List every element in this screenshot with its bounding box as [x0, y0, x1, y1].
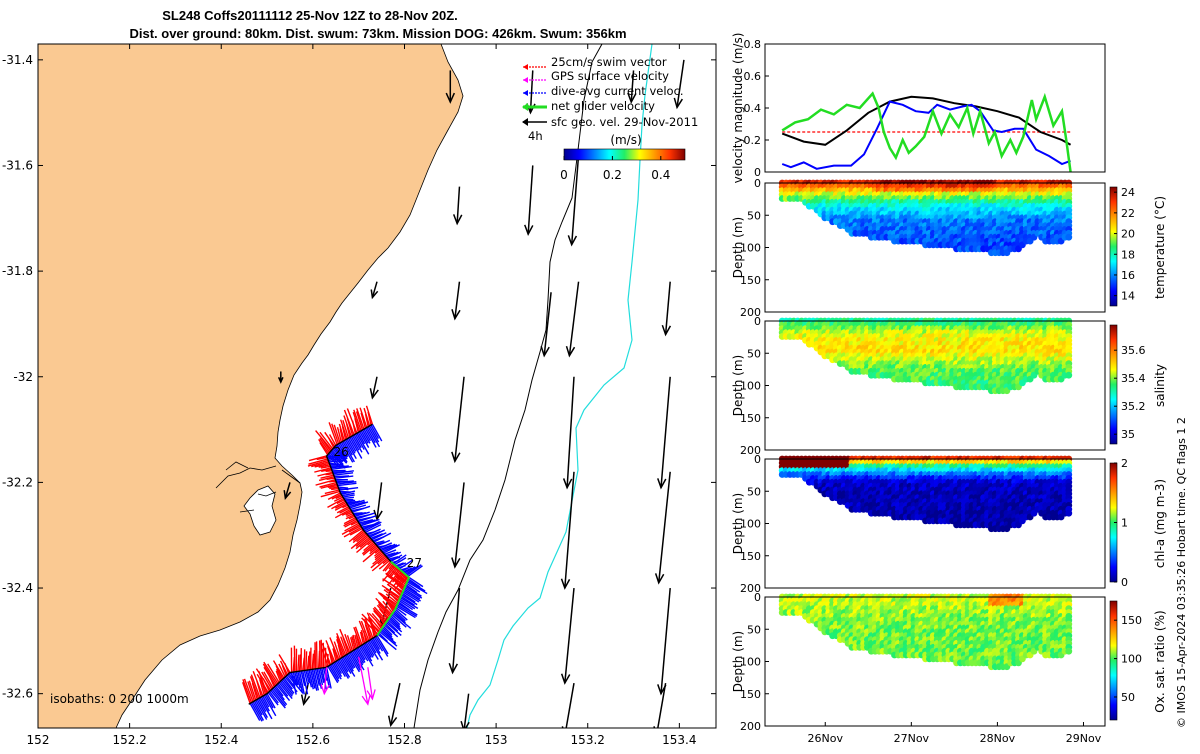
chlorophyll-colorbar-label: 1 — [1121, 517, 1128, 530]
map-colorbar — [564, 149, 685, 160]
temperature-ylabel: Depth (m) — [731, 217, 745, 278]
legend-label-dive-avg: dive-avg current veloc. — [551, 84, 684, 98]
chlorophyll-colorbar-title: chl-a (mg m-3) — [1153, 479, 1167, 568]
time-xtick-label: 27Nov — [894, 732, 930, 745]
map-panel: -31.4 -31.6 -31.8 -32 -32.2 -32.4 -32.6 152 152… — [2, 44, 716, 747]
temperature-colorbar-label: 18 — [1121, 248, 1135, 261]
chlorophyll-colorbar-label: 0 — [1121, 576, 1128, 589]
chlorophyll-colorbar-label: 2 — [1121, 457, 1128, 470]
oxygen-ytick-label: 50 — [747, 623, 761, 636]
colorbar-unit: (m/s) — [610, 133, 641, 147]
velocity-ytick-label: 0.6 — [744, 70, 762, 83]
time-xtick-label: 29Nov — [1066, 732, 1102, 745]
salinity-colorbar-label: 35.4 — [1121, 372, 1146, 385]
map-ytick-label: -32.2 — [2, 475, 33, 489]
temperature-colorbar-title: temperature (°C) — [1153, 196, 1167, 299]
map-xtick-label: 152.8 — [387, 733, 421, 747]
map-ytick-label: -32.4 — [2, 581, 33, 595]
temperature-colorbar-label: 22 — [1121, 207, 1135, 220]
map-ytick-label: -31.8 — [2, 264, 33, 278]
oxygen-colorbar-label: 100 — [1121, 653, 1142, 666]
map-xtick-label: 152.2 — [112, 733, 146, 747]
map-colorbar-tick-label: 0.2 — [603, 168, 622, 182]
oxygen-colorbar-label: 50 — [1121, 691, 1135, 704]
temperature-colorbar-label: 20 — [1121, 228, 1135, 241]
salinity-colorbar-title: salinity — [1153, 364, 1167, 407]
temperature-colorbar-label: 14 — [1121, 290, 1135, 303]
map-xtick-label: 153 — [485, 733, 508, 747]
oxygen-colorbar — [1110, 601, 1117, 720]
temperature-colorbar — [1110, 187, 1117, 306]
map-ytick-label: -32 — [13, 370, 33, 384]
velocity-ytick-label: 0.8 — [744, 38, 762, 51]
legend-label-swim: 25cm/s swim vector — [551, 55, 667, 69]
map-ytick-label: -32.6 — [2, 687, 33, 701]
legend-label-net: net glider velocity — [551, 99, 655, 113]
salinity-ylabel: Depth (m) — [731, 355, 745, 416]
map-ytick-label: -31.4 — [2, 53, 33, 67]
velocity-ytick-label: 0.4 — [744, 102, 762, 115]
legend-label-sfc: sfc geo. vel. 29-Nov-2011 — [551, 115, 698, 129]
temperature-ytick-label: 50 — [747, 209, 761, 222]
temperature-colorbar-label: 16 — [1121, 269, 1135, 282]
oxygen-ytick-label: 0 — [754, 591, 761, 604]
temperature-colorbar-label: 24 — [1121, 186, 1135, 199]
title-line-1: SL248 Coffs20111112 25-Nov 12Z to 28-Nov… — [162, 8, 458, 23]
day-label-27: 27 — [407, 556, 422, 570]
legend-label-gps: GPS surface velocity — [551, 69, 669, 83]
chlorophyll-ylabel: Depth (m) — [731, 493, 745, 554]
map-colorbar-tick-label: 0 — [560, 168, 568, 182]
salinity-colorbar-label: 35.2 — [1121, 400, 1146, 413]
map-xtick-label: 152 — [27, 733, 50, 747]
velocity-ylabel: velocity magnitude (m/s) — [731, 33, 745, 184]
salinity-colorbar-label: 35 — [1121, 428, 1135, 441]
velocity-ytick-label: 0.2 — [744, 134, 762, 147]
map-colorbar-tick-label: 0.4 — [651, 168, 670, 182]
map-xtick-label: 152.6 — [296, 733, 330, 747]
oxygen-colorbar-title: Ox. sat. ratio (%) — [1153, 610, 1167, 712]
salinity-colorbar — [1110, 325, 1117, 444]
temperature-ytick-label: 0 — [754, 177, 761, 190]
oxygen-ylabel: Depth (m) — [731, 631, 745, 692]
footer-credit: © IMOS 15-Apr-2024 03:35:26 Hobart time.… — [1175, 417, 1188, 728]
title-line-2: Dist. over ground: 80km. Dist. swum: 73k… — [129, 26, 626, 41]
legend-scale-label: 4h — [528, 129, 543, 143]
map-ytick-label: -31.6 — [2, 158, 33, 172]
oxygen-ytick-label: 200 — [740, 720, 761, 733]
map-xtick-label: 153.4 — [662, 733, 696, 747]
salinity-ytick-label: 0 — [754, 315, 761, 328]
velocity-panel: 00.20.40.60.8 velocity magnitude (m/s) — [731, 33, 1105, 184]
oxygen-colorbar-label: 150 — [1121, 614, 1142, 627]
chlorophyll-ytick-label: 0 — [754, 453, 761, 466]
map-xtick-label: 152.4 — [204, 733, 238, 747]
map-xtick-label: 153.2 — [571, 733, 605, 747]
salinity-colorbar-label: 35.6 — [1121, 344, 1146, 357]
chlorophyll-ytick-label: 50 — [747, 485, 761, 498]
day-label-26: 26 — [333, 445, 348, 459]
isobaths-note: isobaths: 0 200 1000m — [50, 692, 189, 706]
time-xtick-label: 28Nov — [980, 732, 1016, 745]
salinity-ytick-label: 50 — [747, 347, 761, 360]
time-xtick-label: 26Nov — [808, 732, 844, 745]
